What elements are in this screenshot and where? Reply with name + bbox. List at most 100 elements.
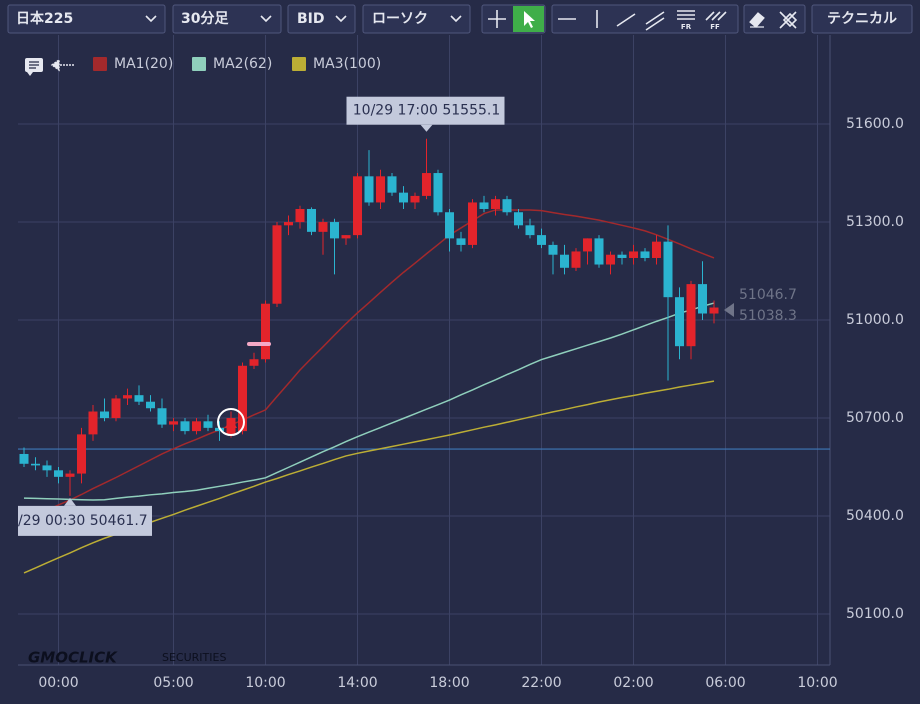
signal-arrow [225,417,237,429]
candle-body [42,465,52,471]
eraser-button[interactable] [749,12,765,28]
candle-body [387,176,397,193]
candle-body [525,225,535,236]
x-tick-label: 18:00 [429,675,469,691]
candle-body [65,473,75,477]
candle-body [686,284,696,347]
toolbar: 日本225 30分足 BID ローソク FR FF テクニカル [7,4,913,34]
candle-body [146,401,155,409]
collapse-legend[interactable] [50,58,74,72]
x-tick-label: 14:00 [337,675,377,691]
fibo-fan-button[interactable] [705,11,727,21]
candle-body [422,173,431,196]
candle-body [663,241,673,298]
symbol: 日本225 [16,10,73,27]
timeframe-select[interactable] [172,4,282,34]
trendline-button[interactable] [616,13,636,27]
timeframe: 30分足 [181,11,229,27]
candle-body [169,421,178,425]
ma-line [23,302,715,501]
candle-body [514,212,523,226]
candle-body [261,303,270,360]
low-label-box [18,505,152,536]
candle-body [537,235,546,245]
low-label: /29 00:30 50461.7 [18,513,148,529]
candle-body [272,225,282,304]
legend-swatch [292,57,306,71]
candle-body [617,254,627,258]
legend-swatch [93,57,107,71]
x-tick-label: 10:00 [245,675,285,691]
x-tick-label: 10:00 [797,675,837,691]
candle-body [502,199,512,213]
candle-body [468,202,477,245]
candle-body [629,251,638,258]
chevron [145,15,157,23]
candle-body [180,421,190,432]
candle-body [238,365,247,432]
candle-body [445,212,454,239]
legend-label: MA1(20) [114,56,173,72]
candle-body [376,176,385,203]
candle-body [652,241,661,258]
chart-style: ローソク [372,11,428,27]
candle-body [88,411,98,435]
legend-label: MA2(62) [213,56,272,72]
y-tick-label: 50100.0 [846,606,904,622]
crosshair-button[interactable] [488,10,506,28]
candle-body [123,395,132,399]
candle-body [295,208,305,223]
candle-body [249,359,259,366]
x-tick-label: 05:00 [153,675,193,691]
candle-body [19,453,29,464]
x-tick-label: 02:00 [613,675,653,691]
fibo-icon-text: FR [681,23,692,31]
symbol-select[interactable] [7,4,166,34]
candle-body [341,235,351,239]
candle-body [456,238,466,245]
high-label: 10/29 17:00 51555.1 [353,103,501,119]
candle-body [364,176,374,203]
clear-all-button[interactable] [779,11,798,29]
y-tick-label: 51000.0 [846,312,904,328]
x-tick-label: 00:00 [38,675,78,691]
style-select[interactable] [362,4,471,34]
side-select[interactable] [287,4,356,34]
fibo-retrace-button[interactable] [677,10,695,20]
y-tick-label: 51300.0 [846,214,904,230]
candle-body [77,434,86,474]
y-tick-label: 51600.0 [846,116,904,132]
candle-body [594,238,604,265]
logo: GMOCLICK [28,649,118,667]
high-label-pointer [420,124,433,132]
fibo-icon-text: FF [710,23,720,31]
technical-button[interactable] [811,4,913,34]
candle-body [318,222,328,232]
price-label: 51038.3 [739,308,797,324]
chevron [260,15,272,23]
low-label-pointer [64,497,76,506]
candle-body [548,244,558,255]
candle-body [583,238,592,252]
candle-body [399,192,408,203]
candle-body [284,222,293,226]
pointer-icon [524,11,535,28]
price-label: 51046.7 [739,287,797,303]
high-label-box [346,96,505,125]
candle-body [203,421,213,428]
candle-body [111,398,121,419]
candle-body [640,251,650,258]
technical: テクニカル [827,11,897,27]
channel-button[interactable] [645,11,665,31]
plot: 50100.0 50400.0 50700.0 51000.0 51300.0 51600… [18,35,904,691]
x-tick-label: 06:00 [705,675,745,691]
legend-label: MA3(100) [313,56,381,72]
side: BID [297,11,325,27]
candle-body [433,173,443,213]
price-pointer [724,303,734,317]
candle-body [410,195,420,203]
candle-body [134,395,144,402]
candle-body [353,176,362,236]
candle-body [54,470,63,477]
